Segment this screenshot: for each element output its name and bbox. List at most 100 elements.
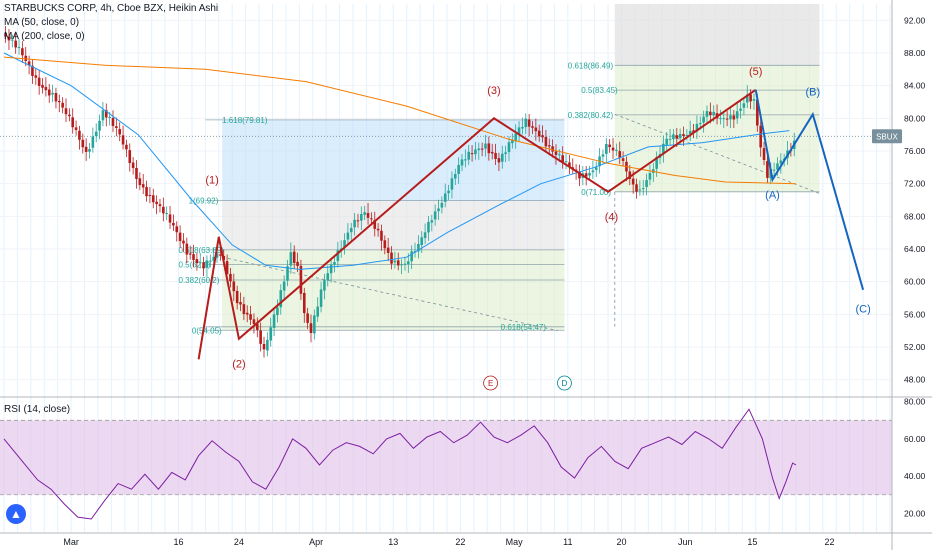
candle-body <box>695 123 699 132</box>
candle-body <box>151 195 155 203</box>
candle-body <box>370 218 373 220</box>
candle-body <box>467 151 471 160</box>
candle-body <box>460 159 464 166</box>
x-tick-label: 24 <box>234 537 244 547</box>
candle-body <box>252 319 256 324</box>
candle-body <box>766 161 769 178</box>
fib-level-label: 0.618(86.49) <box>568 61 614 70</box>
candle-body <box>61 102 64 108</box>
candle-body <box>296 261 299 266</box>
candle-body <box>547 145 551 147</box>
candle-body <box>37 77 41 86</box>
event-marker-icon <box>483 375 499 391</box>
candle-body <box>225 261 229 275</box>
candle-body <box>343 240 346 248</box>
x-tick-label: May <box>506 537 524 547</box>
x-tick-label: 15 <box>747 537 757 547</box>
candle-body <box>729 115 732 120</box>
candle-body <box>329 264 333 274</box>
rsi-tick-label: 20.00 <box>904 508 926 518</box>
candle-body <box>17 47 21 49</box>
candle-body <box>725 118 729 120</box>
candle-body <box>568 162 571 167</box>
y-tick-label: 48.00 <box>904 375 926 385</box>
tradingview-logo-icon[interactable]: ▲ <box>6 504 26 524</box>
candle-body <box>443 193 447 202</box>
candle-body <box>286 266 289 281</box>
ma200-legend[interactable]: MA (200, close, 0) <box>4 31 85 42</box>
candle-body <box>108 116 111 118</box>
candle-body <box>400 264 403 266</box>
candle-body <box>688 130 692 135</box>
candle-body <box>195 259 199 264</box>
candle-body <box>118 129 122 135</box>
candle-body <box>665 138 669 145</box>
candle-body <box>131 162 135 168</box>
candle-body <box>51 92 54 95</box>
candle-body <box>709 111 712 116</box>
candle-body <box>98 120 101 131</box>
fib-zone <box>614 65 820 192</box>
rsi-legend[interactable]: RSI (14, close) <box>4 404 71 415</box>
candle-body <box>762 148 766 160</box>
candle-body <box>396 260 400 266</box>
candle-body <box>205 260 209 268</box>
candle-body <box>692 130 695 133</box>
candle-body <box>215 253 219 258</box>
wave-label: (2) <box>232 358 245 370</box>
candle-body <box>279 290 283 308</box>
candle-body <box>464 159 467 161</box>
candle-body <box>745 94 749 103</box>
rsi-tick-label: 80.00 <box>904 397 926 407</box>
ma50-legend[interactable]: MA (50, close, 0) <box>4 17 80 28</box>
candle-body <box>78 130 81 140</box>
candle-body <box>94 131 98 137</box>
candle-body <box>517 127 521 135</box>
candle-body <box>272 314 276 329</box>
rsi-band <box>0 420 892 495</box>
candle-body <box>229 273 232 282</box>
candle-body <box>232 281 236 292</box>
candle-body <box>521 126 524 129</box>
rsi-tick-label: 40.00 <box>904 471 926 481</box>
y-tick-label: 80.00 <box>904 113 926 123</box>
candle-body <box>594 167 598 170</box>
candle-body <box>578 171 581 179</box>
last-price-tag <box>872 129 902 144</box>
candle-body <box>178 232 182 242</box>
candle-body <box>484 143 487 149</box>
candle-body <box>7 36 11 41</box>
candle-body <box>333 262 336 265</box>
candle-body <box>719 118 722 120</box>
candle-body <box>242 304 246 315</box>
y-tick-label: 56.00 <box>904 309 926 319</box>
candle-body <box>645 180 648 188</box>
fib-level-label: 1.618(79.81) <box>222 116 268 125</box>
candle-body <box>698 123 702 125</box>
event-marker-label: D <box>562 379 568 388</box>
candle-body <box>608 144 611 148</box>
candle-body <box>655 156 658 169</box>
candle-body <box>551 146 554 152</box>
candle-body <box>27 61 31 66</box>
rsi-line <box>3 408 797 520</box>
candle-body <box>373 219 377 229</box>
x-tick-label: 13 <box>388 537 398 547</box>
candle-body <box>407 261 410 265</box>
candle-body <box>212 256 215 261</box>
candle-body <box>433 211 437 220</box>
candle-body <box>447 190 450 194</box>
x-tick-label: 22 <box>825 537 835 547</box>
candle-body <box>34 75 38 78</box>
candle-body <box>702 116 705 123</box>
candle-body <box>188 253 192 255</box>
candle-body <box>507 142 511 153</box>
last-price-tag-label: SBUX <box>876 132 898 141</box>
candle-body <box>427 221 430 233</box>
candle-body <box>531 126 534 128</box>
candle-body <box>71 117 75 128</box>
candle-body <box>239 302 242 305</box>
candle-body <box>74 127 78 130</box>
chart-title: STARBUCKS CORP, 4h, Cboe BZX, Heikin Ash… <box>4 3 219 14</box>
